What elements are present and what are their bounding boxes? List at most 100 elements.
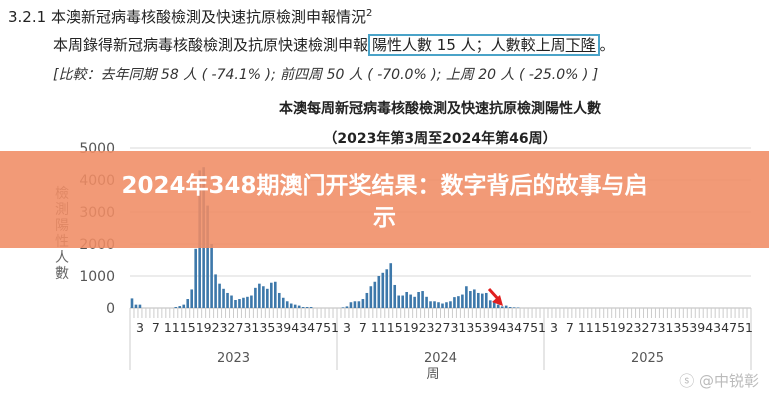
week-tick-label: 19	[196, 320, 212, 335]
week-tick-label: 11	[371, 320, 387, 335]
week-tick-label: 27	[435, 320, 451, 335]
bar	[469, 291, 472, 308]
bar	[425, 296, 428, 308]
bar	[373, 281, 377, 308]
footnote-ref: 2	[365, 8, 373, 19]
week-tick-label: 35	[466, 320, 482, 335]
week-tick-label: 19	[610, 320, 626, 335]
bar	[477, 292, 480, 308]
bar	[417, 292, 420, 308]
week-tick-label: 39	[275, 320, 291, 335]
week-tick-label: 3	[136, 320, 144, 335]
bar	[214, 274, 217, 308]
banner-title: 2024年348期澳门开奖结果：数字背后的故事与启示	[0, 170, 769, 234]
bar	[437, 302, 440, 308]
bar	[504, 305, 508, 308]
bar	[349, 302, 353, 308]
week-tick-label: 47	[514, 320, 530, 335]
bar	[385, 269, 389, 308]
bar	[433, 301, 436, 308]
y-tick-label: 1000	[79, 269, 115, 285]
banner-line-2: 示	[373, 205, 396, 231]
comparison-line: [比較：去年同期 58 人 ( -74.1% ); 前四周 50 人 ( -70…	[53, 67, 599, 83]
week-tick-label: 7	[566, 320, 574, 335]
bar	[353, 301, 357, 308]
bar	[242, 297, 245, 308]
bar	[341, 307, 345, 308]
bar	[484, 292, 488, 308]
bar	[457, 296, 460, 308]
bar	[401, 295, 404, 308]
year-label: 2024	[424, 351, 457, 366]
bar	[130, 298, 134, 308]
bar	[246, 296, 249, 308]
red-arrow-icon	[487, 287, 503, 306]
week-tick-label: 11	[164, 320, 180, 335]
bar	[377, 276, 381, 308]
week-tick-label: 19	[403, 320, 419, 335]
week-tick-label: 23	[212, 320, 228, 335]
bar	[305, 307, 309, 308]
week-tick-label: 43	[705, 320, 721, 335]
bar	[226, 292, 229, 308]
bar	[230, 295, 233, 308]
title-banner	[0, 151, 769, 248]
bar	[441, 303, 444, 308]
bar	[178, 306, 182, 308]
week-tick-label: 27	[642, 320, 658, 335]
bar	[273, 281, 277, 308]
chart-subtitle: （2023年第3周至2024年第46周）	[323, 131, 557, 147]
week-tick-label: 31	[450, 320, 466, 335]
bar	[512, 307, 516, 308]
bar	[281, 297, 285, 308]
week-tick-label: 47	[307, 320, 323, 335]
week-tick-label: 7	[152, 320, 160, 335]
bar	[345, 306, 349, 308]
bar	[445, 302, 448, 308]
bar	[496, 304, 500, 308]
bar	[405, 292, 408, 308]
week-tick-label: 3	[550, 320, 558, 335]
bar	[429, 301, 432, 308]
bar	[194, 248, 197, 308]
bar	[210, 244, 213, 308]
week-tick-label: 51	[530, 320, 546, 335]
bar	[258, 283, 261, 308]
bar	[413, 296, 416, 308]
bar	[381, 272, 385, 308]
bar	[480, 293, 484, 308]
bar	[397, 295, 401, 308]
bar	[266, 288, 269, 308]
y-tick-label: 0	[106, 301, 115, 317]
week-tick-label: 31	[657, 320, 673, 335]
bar	[234, 300, 237, 308]
week-tick-label: 15	[387, 320, 403, 335]
week-tick-label: 39	[482, 320, 498, 335]
weibo-icon: ⓢ	[679, 372, 699, 390]
week-tick-label: 31	[243, 320, 259, 335]
bar	[186, 299, 190, 308]
bar	[254, 287, 257, 308]
bar	[301, 307, 305, 308]
week-tick-label: 27	[228, 320, 244, 335]
bar	[297, 305, 301, 308]
week-tick-label: 7	[359, 320, 367, 335]
week-tick-label: 43	[291, 320, 307, 335]
bar	[222, 288, 225, 308]
bar	[473, 289, 476, 308]
bar	[218, 283, 221, 308]
bar	[289, 303, 293, 308]
year-label: 2023	[217, 351, 250, 366]
bar	[361, 299, 365, 308]
bar	[500, 306, 504, 308]
banner-line-1: 2024年348期澳门开奖结果：数字背后的故事与启	[121, 173, 648, 199]
bar	[134, 304, 138, 308]
bar	[238, 299, 241, 308]
bar	[357, 301, 361, 308]
watermark: ⓢ @中锐彰	[679, 372, 759, 390]
bar	[206, 205, 209, 308]
week-tick-label: 35	[259, 320, 275, 335]
section-number: 3.2.1	[8, 8, 47, 26]
summary-line: 本周錄得新冠病毒核酸檢測及抗原快速檢測申報 陽性人數 15 人；人數較上周下降。	[53, 34, 615, 56]
